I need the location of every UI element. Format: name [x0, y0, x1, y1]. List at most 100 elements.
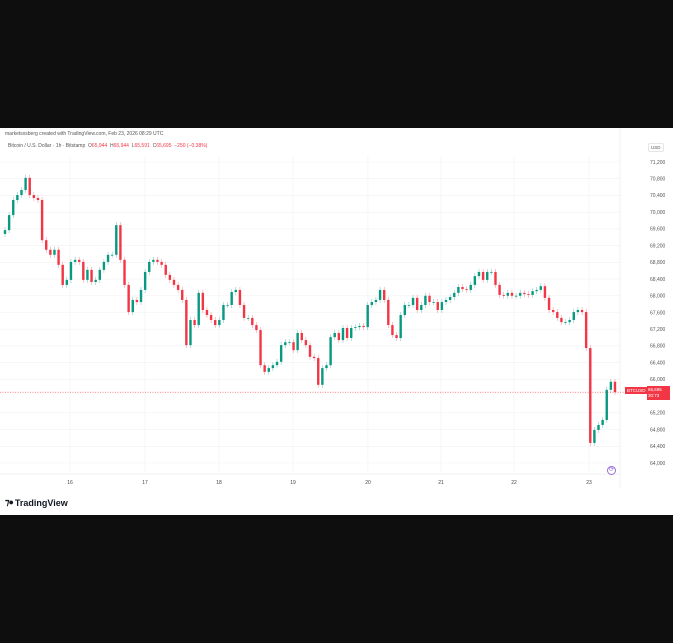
candle-body: [366, 304, 369, 328]
open-label: O: [88, 143, 92, 149]
candle-body: [214, 320, 217, 326]
candle-body: [572, 312, 575, 321]
candle-body: [69, 261, 73, 280]
candle-body: [358, 325, 361, 328]
y-tick-label: 66,400: [650, 360, 666, 366]
candle-body: [510, 292, 514, 296]
candle-body: [362, 325, 365, 328]
currency-button[interactable]: USD: [648, 143, 664, 152]
candle-body: [597, 424, 600, 430]
candle-body: [148, 261, 151, 272]
candle-body: [139, 289, 143, 303]
candle-body: [106, 254, 110, 262]
candle-body: [601, 419, 604, 425]
x-tick-label: 22: [511, 480, 517, 486]
candle-body: [218, 320, 221, 326]
x-tick-label: 16: [67, 480, 73, 486]
candle-body: [556, 312, 559, 318]
candle-body: [432, 302, 435, 303]
candle-body: [473, 276, 477, 285]
candle-body: [49, 249, 52, 255]
candle-body: [86, 269, 89, 280]
x-tick-label: 20: [365, 480, 371, 486]
candle-body: [539, 286, 543, 290]
candle-body: [40, 200, 44, 241]
candle-body: [502, 294, 505, 296]
candle-body: [246, 317, 250, 319]
candle-body: [185, 299, 188, 346]
candle-body: [444, 299, 448, 303]
candle-body: [325, 365, 328, 369]
change-value: −250 (−0.38%): [174, 143, 208, 149]
candle-body: [300, 332, 303, 341]
last-price-value: 65,695: [648, 387, 662, 392]
candle-body: [267, 368, 270, 372]
y-tick-label: 68,000: [650, 294, 666, 300]
y-tick-label: 67,600: [650, 310, 666, 316]
candle-body: [395, 335, 398, 339]
candle-body: [275, 361, 279, 366]
candle-body: [374, 299, 378, 303]
candle-body: [279, 345, 283, 362]
candle-body: [189, 320, 192, 346]
candle-body: [65, 279, 69, 285]
candle-body: [209, 315, 213, 321]
candle-body: [98, 269, 101, 280]
candle-body: [415, 297, 419, 310]
candle-body: [605, 389, 608, 420]
candle-body: [57, 249, 60, 265]
candlestick-chart[interactable]: 71,200 70,800 70,400 70,000 69,600 69,200 68,8…: [0, 128, 673, 515]
candle-body: [172, 279, 176, 285]
close-label: C: [152, 143, 157, 149]
y-tick-label: 64,800: [650, 427, 666, 433]
candle-body: [251, 317, 254, 326]
y-tick-label: 64,400: [650, 444, 666, 450]
candle-body: [24, 177, 27, 191]
candle-body: [12, 200, 15, 216]
candle-body: [378, 289, 382, 300]
candle-body: [370, 302, 374, 305]
candle-body: [457, 287, 460, 293]
candle-body: [477, 271, 481, 277]
candle-body: [292, 342, 295, 351]
candle-body: [312, 356, 316, 359]
candle-body: [568, 320, 571, 323]
candle-body: [238, 289, 242, 305]
candle-body: [424, 295, 427, 305]
candle-body: [90, 269, 93, 282]
symbol-legend: Bitcoin / U.S. Dollar · 1h · Bitstamp O6…: [8, 143, 207, 149]
candle-body: [102, 261, 106, 270]
candle-body: [593, 429, 596, 443]
candle-body: [28, 177, 31, 196]
y-tick-label: 70,800: [650, 177, 666, 183]
candle-body: [609, 381, 613, 390]
candle-body: [354, 327, 357, 328]
y-tick-label: 69,600: [650, 227, 666, 233]
candle-body: [234, 289, 238, 293]
candle-body: [45, 240, 48, 250]
y-tick-label: 67,200: [650, 327, 666, 333]
candle-body: [284, 342, 287, 346]
candle-body: [387, 299, 390, 326]
scroll-to-realtime-icon[interactable]: ⟳: [607, 466, 616, 475]
candle-body: [82, 261, 85, 280]
candle-body: [226, 304, 229, 306]
candle-body: [519, 292, 522, 296]
candle-body: [296, 332, 299, 351]
y-tick-label: 66,000: [650, 377, 666, 383]
open-value: 65,944: [91, 143, 108, 149]
tradingview-logo: ⁊● TradingView: [5, 497, 68, 508]
y-tick-label: 68,800: [650, 260, 666, 266]
candle-body: [543, 286, 547, 298]
candle-body: [448, 297, 452, 300]
candle-body: [53, 249, 56, 255]
candle-body: [436, 302, 439, 310]
candle-body: [135, 299, 139, 303]
candle-body: [498, 284, 501, 295]
candle-body: [288, 342, 291, 343]
candle-body: [341, 327, 345, 341]
candle-body: [115, 225, 118, 255]
candle-body: [486, 271, 489, 280]
high-value: 65,944: [113, 143, 129, 149]
candle-body: [7, 215, 11, 231]
